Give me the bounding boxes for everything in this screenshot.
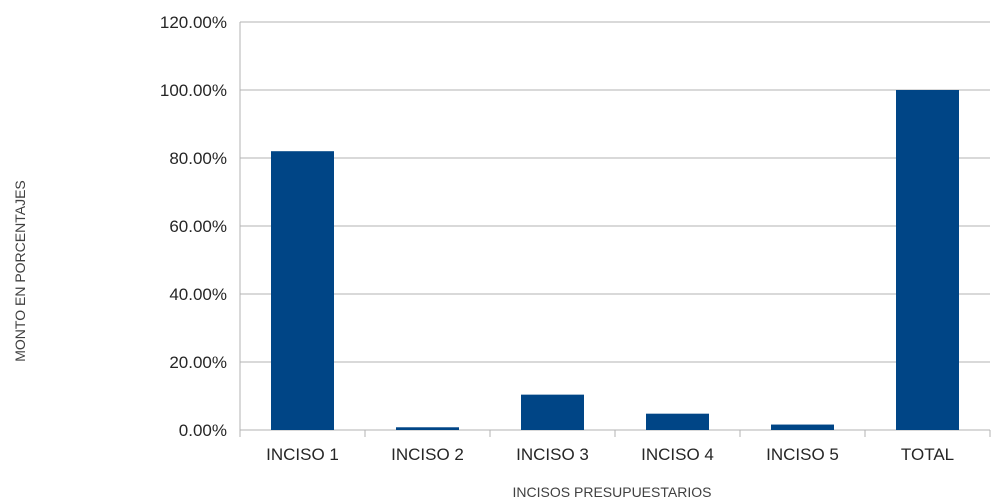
x-tick-label: INCISO 3: [516, 445, 589, 464]
y-tick-label: 40.00%: [169, 285, 227, 304]
y-tick-label: 60.00%: [169, 217, 227, 236]
y-tick-label: 100.00%: [160, 81, 227, 100]
x-axis-title: INCISOS PRESUPUESTARIOS: [513, 484, 712, 500]
bars: [271, 90, 959, 430]
y-tick-label: 120.00%: [160, 13, 227, 32]
y-tick-label: 80.00%: [169, 149, 227, 168]
bar-inciso-4: [646, 413, 709, 430]
y-axis-title: MONTO EN PORCENTAJES: [12, 180, 28, 362]
bar-inciso-1: [271, 151, 334, 430]
x-tick-label: INCISO 5: [766, 445, 839, 464]
y-tick-label: 20.00%: [169, 353, 227, 372]
y-tick-label: 0.00%: [179, 421, 227, 440]
bar-inciso-2: [396, 427, 459, 430]
x-tick-label: INCISO 4: [641, 445, 714, 464]
x-tick-labels: INCISO 1 INCISO 2 INCISO 3 INCISO 4 INCISO 5…: [266, 445, 954, 464]
bar-inciso-5: [771, 424, 834, 430]
x-tick-label: TOTAL: [901, 445, 954, 464]
x-tick-label: INCISO 1: [266, 445, 339, 464]
x-tick-label: INCISO 2: [391, 445, 464, 464]
y-tick-labels: 0.00% 20.00% 40.00% 60.00% 80.00% 100.00% 120.…: [160, 13, 227, 440]
bar-total: [896, 90, 959, 430]
gridlines: [239, 21, 991, 437]
bar-inciso-3: [521, 394, 584, 430]
